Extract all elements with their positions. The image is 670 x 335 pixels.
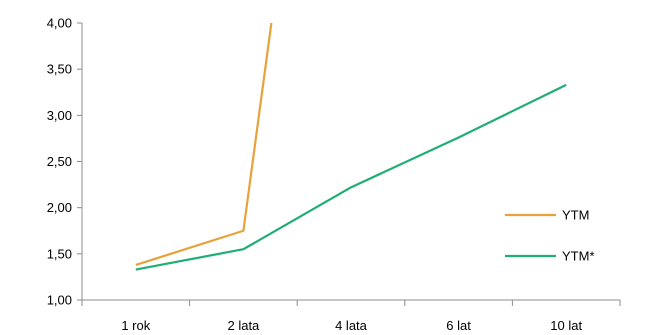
series-layer [135,22,567,271]
y-tick-label: 1,00 [47,293,72,308]
y-tick-label: 4,00 [47,16,72,31]
series-line-ytm-star [135,83,567,271]
x-tick-label: 10 lat [550,318,582,333]
y-tick-label: 2,50 [47,154,72,169]
axes: 1,00 1,50 2,00 2,50 3,00 3,50 4,00 1 rok 2 lata 4… [47,16,621,333]
legend-label-ytm: YTM [562,208,589,223]
y-tick-label: 3,50 [47,62,72,77]
x-tick-label: 1 rok [121,318,150,333]
y-tick-label: 1,50 [47,246,72,261]
x-tick-label: 6 lat [446,318,471,333]
x-tick-label: 4 lata [335,318,368,333]
legend: YTM YTM* [505,208,595,264]
legend-label-ytm-star: YTM* [562,249,595,264]
x-tick-label: 2 lata [227,318,260,333]
y-tick-label: 2,00 [47,200,72,215]
y-tick-label: 3,00 [47,108,72,123]
series-line-ytm [135,22,273,266]
